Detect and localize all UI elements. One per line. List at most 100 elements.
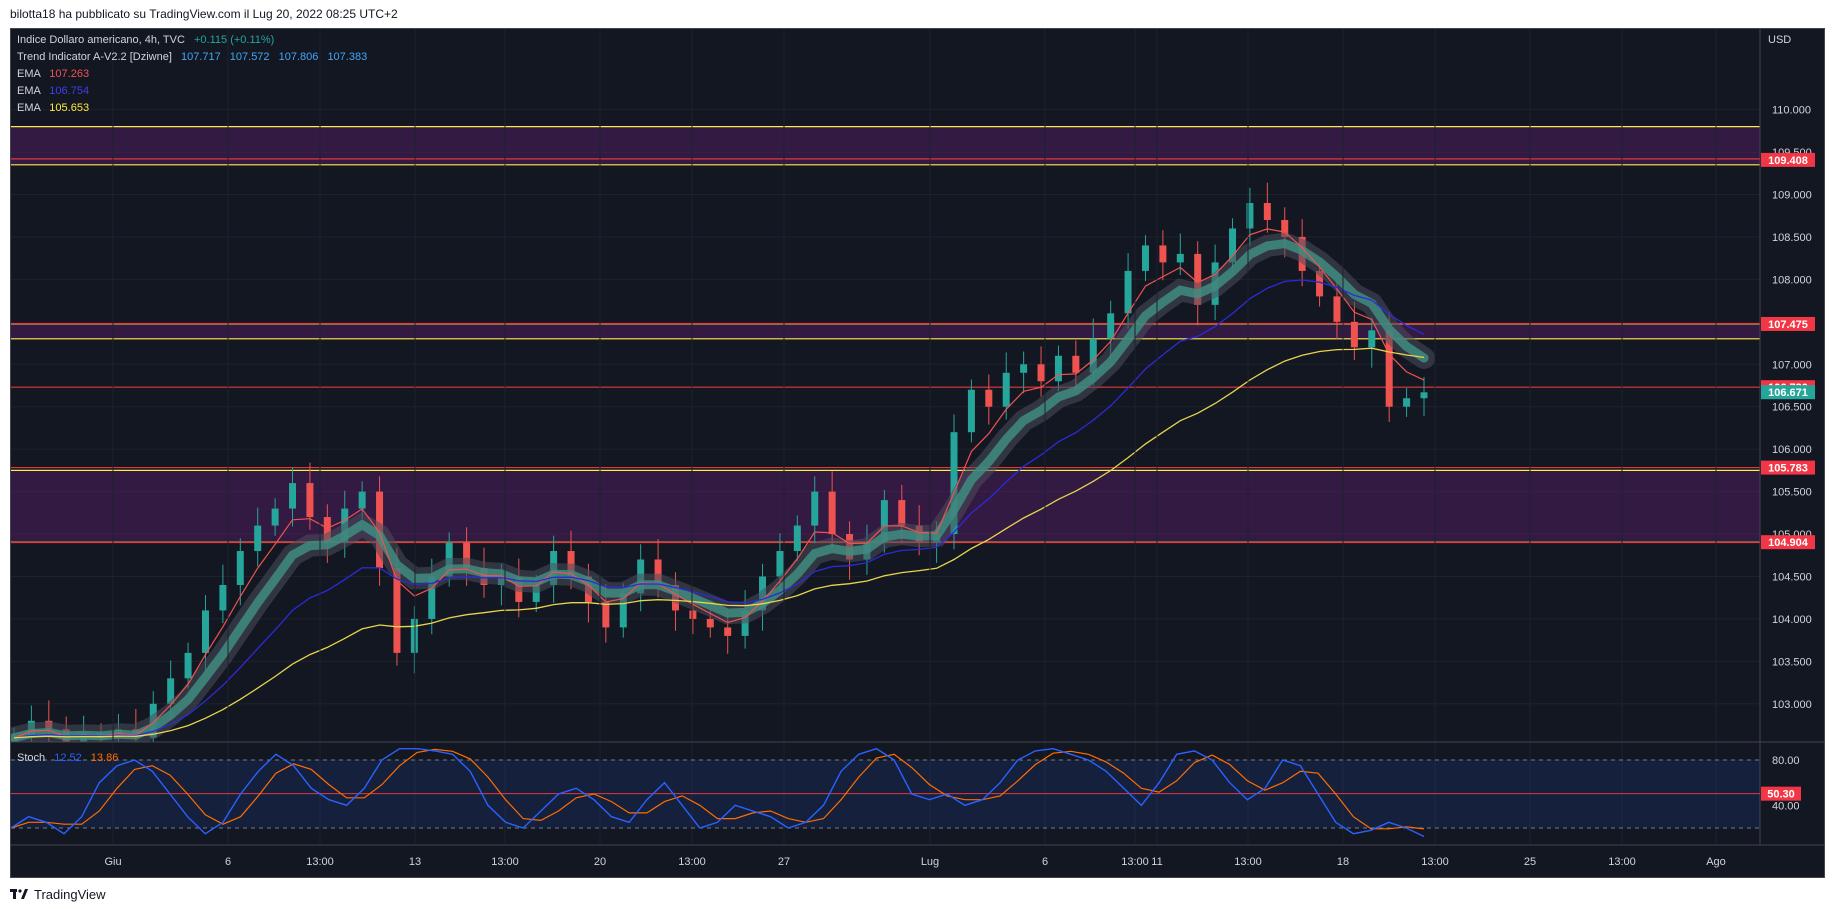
price-label-badge xyxy=(1761,460,1815,475)
stoch-level-label: 50.30 xyxy=(1767,789,1795,801)
stoch-level-badge xyxy=(1761,786,1801,801)
candle-body xyxy=(1316,270,1324,297)
time-tick-label: 13:00 xyxy=(678,856,706,868)
footer: TradingView xyxy=(10,881,106,907)
stoch-k-line xyxy=(10,747,1425,838)
price-tick-label: 104.000 xyxy=(1772,614,1812,626)
candle-body xyxy=(898,500,906,526)
candle-body xyxy=(428,576,436,619)
candle-body xyxy=(1054,355,1062,382)
candle-body xyxy=(410,618,418,653)
candle-body xyxy=(532,584,540,602)
price-tick-label: 108.000 xyxy=(1772,274,1812,286)
price-label-badge xyxy=(1761,152,1815,167)
candle-body xyxy=(323,517,331,543)
candle-body xyxy=(793,525,801,552)
stoch-tick-label: 40.00 xyxy=(1772,800,1800,812)
price-label-text: 104.904 xyxy=(1768,537,1809,549)
price-tick-label: 103.000 xyxy=(1772,699,1812,711)
candle-body xyxy=(828,491,836,535)
candle-body xyxy=(393,567,401,653)
candle-body xyxy=(306,483,314,518)
candle-body xyxy=(724,627,732,636)
ema-fast-line xyxy=(13,228,1425,739)
candle-body xyxy=(706,618,714,628)
time-tick-label: Giu xyxy=(104,856,121,868)
legend-trend-value: 107.717 xyxy=(180,51,221,63)
ema-mid-line xyxy=(13,279,1425,739)
time-tick-label: 25 xyxy=(1524,856,1536,868)
candle-body xyxy=(985,389,993,407)
legend-ema3-value: 105.653 xyxy=(49,102,90,114)
main-pane xyxy=(11,109,1760,742)
stoch-label: Stoch xyxy=(17,752,46,764)
candle-body xyxy=(1176,253,1184,263)
stoch-pane xyxy=(10,747,1760,838)
support-resistance-zone xyxy=(11,323,1760,339)
candle-body xyxy=(358,491,366,509)
candle-body xyxy=(1403,398,1411,407)
time-tick-label: 13:00 xyxy=(1421,856,1449,868)
candle-body xyxy=(1350,321,1358,348)
candle-body xyxy=(271,508,279,526)
legend-symbol: Indice Dollaro americano, 4h, TVC xyxy=(17,34,185,46)
price-tick-label: 105.500 xyxy=(1772,487,1812,499)
candle-body xyxy=(463,542,471,568)
candle-body xyxy=(811,491,819,526)
legend-ema1-value: 107.263 xyxy=(49,68,90,80)
candle-body xyxy=(602,601,610,628)
candle-body xyxy=(1037,364,1045,382)
candle-body xyxy=(1333,296,1341,322)
candle-body xyxy=(1124,270,1132,314)
price-tick-label: 104.500 xyxy=(1772,571,1812,583)
time-tick-label: Ago xyxy=(1706,856,1726,868)
candle-body xyxy=(1229,228,1237,263)
price-tick-label: 108.500 xyxy=(1772,232,1812,244)
legend-symbol-row: Indice Dollaro americano, 4h, TVC +0.115… xyxy=(17,34,274,46)
time-tick-label: 6 xyxy=(1042,856,1048,868)
candle-body xyxy=(654,559,662,585)
price-label-text: 107.475 xyxy=(1768,319,1808,331)
candle-body xyxy=(1141,245,1149,271)
candle-body xyxy=(289,483,297,509)
legend-trend-value: 107.383 xyxy=(327,51,368,63)
price-label-badge xyxy=(1761,385,1815,400)
candle-body xyxy=(776,551,784,577)
legend-trend-value: 107.806 xyxy=(278,51,319,63)
time-tick-label: 13:00 xyxy=(491,856,519,868)
time-tick-label: 13:00 xyxy=(1234,856,1262,868)
stoch-tick-label: 80.00 xyxy=(1772,755,1800,767)
price-tick-label: 106.500 xyxy=(1772,402,1812,414)
candle-body xyxy=(254,525,262,552)
price-label-text: 109.408 xyxy=(1768,155,1808,167)
candle-body xyxy=(1107,313,1115,339)
legend-ema1-label: EMA xyxy=(17,68,41,80)
candle-body xyxy=(950,432,958,535)
candle-body xyxy=(1368,330,1376,348)
candle-body xyxy=(1159,245,1167,263)
attribution-text: bilotta18 ha pubblicato su TradingView.c… xyxy=(10,7,398,21)
price-tick-label: 110.000 xyxy=(1772,105,1811,117)
legend-ema2-row: EMA 106.754 xyxy=(17,85,89,97)
candle-body xyxy=(1002,372,1010,407)
legend-ema3-row: EMA 105.653 xyxy=(17,102,89,114)
candle-body xyxy=(1020,364,1028,373)
time-tick-label: 13 xyxy=(409,856,421,868)
legend-change: +0.115 (+0.11%) xyxy=(194,34,275,46)
candle-body xyxy=(880,500,888,543)
legend-ema2-value: 106.754 xyxy=(49,85,90,97)
candle-body xyxy=(167,678,175,704)
stoch-d-line xyxy=(10,748,1425,830)
candle-body xyxy=(619,593,627,628)
legend-ema1-row: EMA 107.263 xyxy=(17,68,89,80)
price-label-badge xyxy=(1761,535,1815,550)
footer-brand: TradingView xyxy=(34,886,106,902)
candle-body xyxy=(1089,338,1097,373)
candle-body xyxy=(236,551,244,585)
tradingview-logo-icon xyxy=(10,889,28,899)
legend-ema2-label: EMA xyxy=(17,85,41,97)
candle-body xyxy=(184,652,192,679)
time-tick-label: 6 xyxy=(225,856,231,868)
candle-body xyxy=(1263,203,1271,220)
